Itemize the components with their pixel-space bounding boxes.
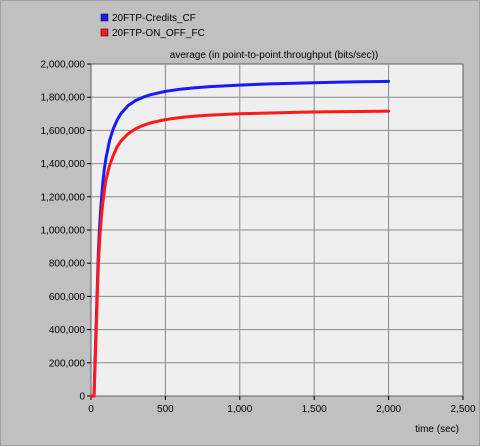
x-tick-label: 500 (157, 404, 174, 415)
series-line-onoff (89, 109, 391, 398)
y-tick-label: 1,800,000 (41, 93, 86, 104)
y-tick-label: 2,000,000 (41, 60, 86, 71)
x-axis-label: time (sec) (415, 424, 459, 435)
legend-swatch-onoff (100, 28, 109, 37)
x-axis: 0 500 1,000 1,500 2,000 2,500 (88, 396, 476, 415)
y-tick-label: 800,000 (49, 259, 86, 270)
x-tick-label: 2,500 (450, 404, 475, 415)
y-tick-label: 1,000,000 (41, 226, 86, 237)
series-lines (89, 79, 391, 398)
legend-label-onoff: 20FTP-ON_OFF_FC (112, 28, 205, 39)
y-tick-label: 1,400,000 (41, 159, 86, 170)
y-tick-label: 1,200,000 (41, 192, 86, 203)
legend-label-credits: 20FTP-Credits_CF (112, 13, 196, 24)
y-axis: 0 200,000 400,000 600,000 800,000 1,000,000 1,… (41, 60, 91, 403)
y-tick-label: 0 (79, 392, 85, 403)
x-tick-label: 0 (88, 404, 94, 415)
y-tick-label: 600,000 (49, 292, 86, 303)
chart-title: average (in point-to-point.throughput (b… (170, 50, 378, 61)
legend-swatch-credits (100, 13, 109, 22)
x-tick-label: 2,000 (376, 404, 401, 415)
x-tick-label: 1,500 (302, 404, 327, 415)
y-tick-label: 200,000 (49, 358, 86, 369)
x-tick-label: 1,000 (227, 404, 252, 415)
y-tick-label: 400,000 (49, 325, 86, 336)
legend: 20FTP-Credits_CF 20FTP-ON_OFF_FC (100, 13, 205, 39)
y-tick-label: 1,600,000 (41, 126, 86, 137)
